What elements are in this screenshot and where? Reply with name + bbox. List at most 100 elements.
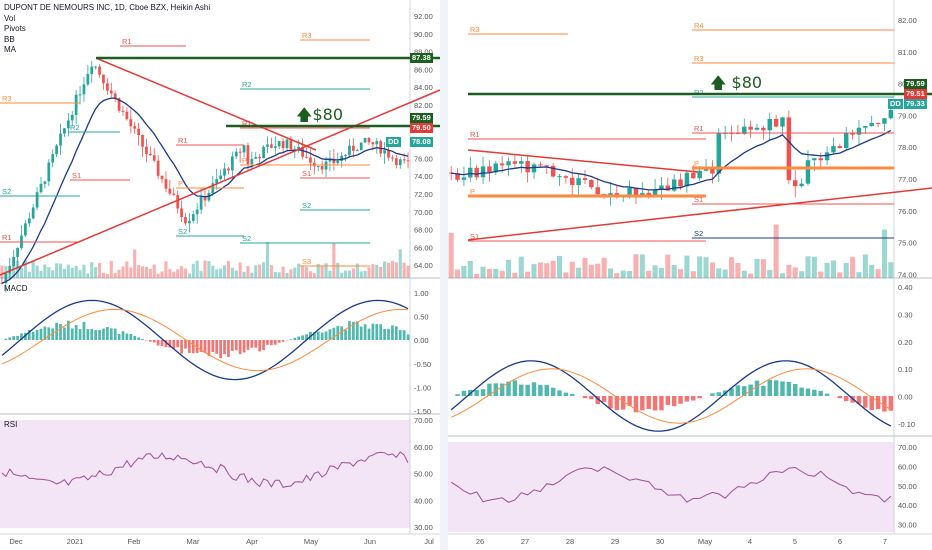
candle-body — [31, 207, 35, 219]
volume-bar — [684, 255, 690, 278]
macd-histogram-bar — [258, 340, 262, 352]
candle-body — [309, 157, 312, 163]
macd-histogram-bar — [86, 329, 90, 340]
macd-histogram-bar — [398, 330, 402, 340]
candle-body — [394, 158, 398, 166]
pivot-level-label: P — [470, 187, 475, 196]
candle-body — [39, 183, 43, 193]
macd-histogram-bar — [66, 320, 70, 340]
macd-tick-label: -0.50 — [414, 360, 431, 369]
macd-histogram-bar — [172, 340, 176, 349]
macd-histogram-bar — [837, 396, 843, 399]
macd-histogram-bar — [487, 383, 492, 396]
macd-histogram-bar — [799, 387, 804, 396]
indicator-vol[interactable]: Vol — [4, 13, 16, 23]
volume-bar — [0, 265, 4, 278]
pivot-level-label: S2 — [242, 234, 251, 243]
rsi-band — [0, 420, 410, 528]
volume-bar — [709, 262, 715, 278]
volume-bar — [830, 260, 837, 278]
candle-body — [538, 164, 543, 166]
panel-divider[interactable] — [440, 0, 448, 550]
macd-histogram-bar — [863, 396, 868, 408]
candle-body — [493, 163, 499, 173]
rsi-label[interactable]: RSI — [4, 420, 18, 429]
volume-bar — [98, 262, 102, 278]
macd-histogram-bar — [270, 340, 273, 346]
rsi-line — [1, 451, 409, 488]
pivot-level-label: S3 — [302, 257, 311, 266]
candle-body — [172, 193, 176, 195]
pivot-level-label: S2 — [178, 227, 187, 236]
volume-bar — [512, 272, 518, 278]
volume-bar — [627, 270, 633, 278]
volume-bar — [222, 265, 227, 278]
volume-bar — [90, 262, 94, 278]
rsi-tick-label: 30.00 — [898, 521, 917, 530]
candle-body — [748, 126, 753, 130]
candle-body — [563, 176, 569, 178]
macd-histogram-bar — [595, 396, 600, 405]
macd-histogram-bar — [531, 382, 537, 396]
macd-histogram-bar — [16, 336, 19, 340]
macd-histogram-bar — [297, 336, 301, 340]
volume-bar — [187, 273, 191, 278]
macd-histogram-bar — [328, 329, 332, 340]
macd-histogram-bar — [691, 396, 696, 401]
volume-bar — [297, 263, 301, 278]
volume-bar — [23, 260, 27, 278]
volume-bar — [250, 272, 254, 278]
macd-histogram-bar — [31, 331, 35, 340]
macd-histogram-bar — [199, 340, 203, 352]
macd-histogram-bar — [793, 384, 798, 396]
volume-bar — [340, 272, 344, 278]
macd-histogram-bar — [8, 337, 12, 340]
pivot-level-label: R2 — [242, 80, 252, 89]
price-tick-label: 70.00 — [414, 208, 433, 217]
left-chart-panel[interactable]: 92.0090.0088.0086.0084.0082.0080.0078.00… — [0, 0, 440, 550]
volume-bar — [888, 262, 894, 278]
volume-bar — [293, 267, 297, 278]
indicator-pivots[interactable]: Pivots — [4, 24, 26, 33]
macd-histogram-bar — [125, 333, 129, 340]
volume-bar — [862, 254, 868, 278]
macd-histogram-bar — [506, 381, 511, 396]
candle-body — [301, 146, 304, 157]
indicator-ma[interactable]: MA — [4, 45, 16, 54]
macd-histogram-bar — [614, 396, 620, 411]
left-chart-canvas[interactable]: 92.0090.0088.0086.0084.0082.0080.0078.00… — [0, 0, 440, 550]
macd-histogram-bar — [761, 385, 766, 396]
candle-body — [82, 84, 86, 95]
volume-bar — [703, 257, 709, 278]
price-tick-label: 92.00 — [414, 12, 433, 21]
candle-body — [359, 142, 363, 151]
candle-body — [512, 161, 518, 164]
time-tick-label: Jun — [364, 537, 376, 546]
macd-histogram-bar — [242, 340, 246, 353]
candle-body — [254, 157, 258, 159]
candle-body — [262, 146, 265, 159]
candle-body — [531, 164, 537, 173]
symbol-title[interactable]: DUPONT DE NEMOURS INC, 1D, Cboe BZX, Hei… — [4, 3, 211, 12]
pivot-level-label: R1 — [470, 130, 480, 139]
volume-bar — [199, 270, 203, 278]
time-tick-label: May — [304, 537, 318, 546]
rsi-tick-label: 40.00 — [414, 496, 433, 505]
macd-label[interactable]: MACD — [4, 284, 28, 293]
indicator-bb[interactable]: BB — [4, 34, 15, 44]
pivot-level-label: R2 — [70, 123, 80, 132]
macd-histogram-bar — [230, 340, 234, 351]
macd-histogram-bar — [246, 340, 250, 350]
pivot-level-label: R1 — [242, 119, 252, 128]
candle-body — [608, 193, 613, 196]
macd-tick-label: -1.50 — [414, 407, 431, 416]
right-chart-panel[interactable]: 82.0081.0080.0079.0078.0077.0076.0075.00… — [448, 0, 932, 550]
volume-bar — [480, 266, 486, 278]
right-chart-canvas[interactable]: 82.0081.0080.0079.0078.0077.0076.0075.00… — [448, 0, 932, 550]
macd-histogram-bar — [254, 340, 258, 348]
macd-histogram-bar — [59, 324, 62, 340]
macd-histogram-bar — [238, 340, 242, 355]
candle-body — [773, 118, 779, 127]
candle-body — [805, 160, 811, 184]
candle-body — [671, 179, 677, 191]
